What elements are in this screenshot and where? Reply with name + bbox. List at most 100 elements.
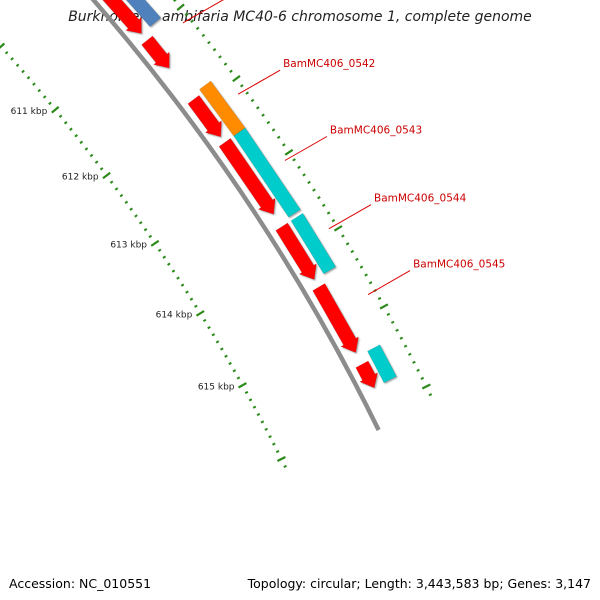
inner-ruler-tick (134, 214, 138, 218)
outer-ruler-tick (331, 218, 336, 223)
accession-text: Accession: NC_010551 (9, 576, 152, 591)
inner-ruler-tick (237, 382, 247, 389)
map-title: Burkholderia ambifaria MC40-6 chromosome… (68, 9, 532, 25)
inner-ruler-tick (167, 262, 171, 266)
inner-ruler-tick (10, 57, 14, 61)
outer-ruler-tick (282, 143, 286, 147)
inner-ruler-tick (51, 106, 60, 114)
outer-ruler-tick (321, 203, 326, 207)
outer-ruler-tick (364, 273, 368, 277)
genome-summary-text: Topology: circular; Length: 3,443,583 bp… (247, 576, 591, 591)
gene-bar[interactable] (290, 212, 337, 275)
cds-arrow[interactable] (275, 222, 317, 280)
label-leader-line (367, 270, 411, 296)
outer-ruler-tick (359, 265, 364, 269)
axis-tick-label: 614 kbp (156, 310, 193, 320)
outer-ruler-tick (266, 120, 271, 125)
gene-bar[interactable] (47, 0, 162, 28)
outer-ruler-tick (326, 211, 331, 215)
inner-ruler-tick (228, 361, 232, 366)
outer-ruler-tick (276, 135, 281, 140)
outer-ruler-tick (184, 12, 189, 16)
inner-ruler-tick (195, 310, 205, 317)
outer-ruler-tick (245, 91, 249, 95)
outer-ruler-tick (377, 296, 382, 301)
outer-ruler-tick (173, 0, 177, 2)
inner-ruler-tick (157, 248, 162, 252)
inner-ruler-tick (99, 167, 104, 171)
outer-ruler-tick (284, 148, 294, 156)
gene-label[interactable]: BamMC406_0543 (330, 125, 422, 137)
outer-ruler-tick (195, 26, 200, 31)
inner-ruler-tick (37, 88, 42, 93)
inner-ruler-tick (264, 427, 268, 431)
inner-ruler-tick (162, 255, 167, 259)
outer-ruler-tick (416, 368, 420, 372)
outer-ruler-tick (223, 62, 228, 66)
label-leader-line (237, 69, 281, 95)
feature-layer (40, 0, 397, 389)
label-leader-line (182, 0, 224, 24)
outer-ruler-tick (261, 113, 265, 117)
outer-ruler-tick (302, 173, 306, 177)
inner-ruler-tick (236, 376, 241, 380)
inner-ruler-tick (252, 405, 257, 409)
outer-ruler-tick (421, 383, 431, 390)
gene-label[interactable]: BamMC406_0542 (283, 58, 375, 70)
inner-ruler-tick (176, 276, 180, 280)
inner-ruler-tick (150, 239, 160, 247)
genome-backbone (90, 0, 381, 431)
outer-ruler-tick (232, 75, 241, 83)
inner-ruler-tick (48, 101, 52, 106)
outer-ruler-tick (390, 320, 395, 324)
outer-ruler-tick (379, 303, 389, 310)
inner-ruler-tick (185, 290, 189, 294)
inner-ruler-tick (283, 464, 287, 469)
inner-ruler-tick (0, 42, 6, 49)
inner-ruler-tick (272, 442, 276, 446)
outer-ruler-tick (297, 165, 301, 170)
inner-ruler-tick (79, 140, 84, 145)
inner-ruler-tick (119, 193, 124, 198)
outer-ruler-tick (176, 3, 185, 11)
inner-ruler-tick (189, 297, 194, 301)
inner-ruler-tick (275, 449, 280, 454)
inner-ruler-tick (74, 134, 78, 138)
inner-ruler-tick (211, 333, 216, 337)
inner-ruler-tick (180, 283, 185, 287)
gene-label[interactable]: BamMC406_0545 (413, 259, 505, 271)
cds-arrow[interactable] (312, 283, 359, 354)
inner-ruler-tick (129, 207, 133, 211)
cds-arrow[interactable] (355, 360, 379, 389)
inner-ruler-tick (89, 153, 94, 158)
inner-ruler-tick (94, 160, 99, 164)
outer-ruler-tick (190, 19, 194, 23)
inner-ruler-tick (143, 227, 148, 232)
inner-ruler-tick (4, 50, 9, 55)
outer-ruler-tick (250, 98, 255, 103)
inner-ruler-tick (26, 76, 31, 80)
inner-ruler-tick (232, 369, 237, 373)
outer-ruler-tick (201, 33, 206, 38)
inner-ruler-tick (268, 435, 272, 439)
cds-arrow[interactable] (187, 94, 222, 138)
cds-arrow[interactable] (141, 35, 170, 69)
inner-ruler-tick (32, 82, 36, 86)
inner-ruler-tick (220, 347, 224, 351)
inner-ruler-tick (63, 121, 68, 125)
outer-ruler-tick (408, 352, 412, 356)
outer-ruler-tick (345, 242, 350, 246)
inner-ruler-tick (42, 95, 47, 99)
outer-ruler-tick (355, 257, 359, 261)
outer-ruler-tick (333, 225, 343, 232)
gene-label[interactable]: BamMC406_0544 (374, 193, 467, 205)
gene-bar[interactable] (233, 127, 301, 218)
outer-ruler-tick (420, 376, 425, 380)
inner-ruler-tick (171, 269, 176, 273)
outer-ruler-tick (256, 106, 260, 110)
cds-arrow[interactable] (40, 0, 142, 34)
outer-ruler-tick (428, 393, 433, 397)
cds-arrow[interactable] (218, 137, 276, 215)
outer-ruler-tick (350, 249, 355, 254)
gene-bar[interactable] (367, 344, 397, 384)
